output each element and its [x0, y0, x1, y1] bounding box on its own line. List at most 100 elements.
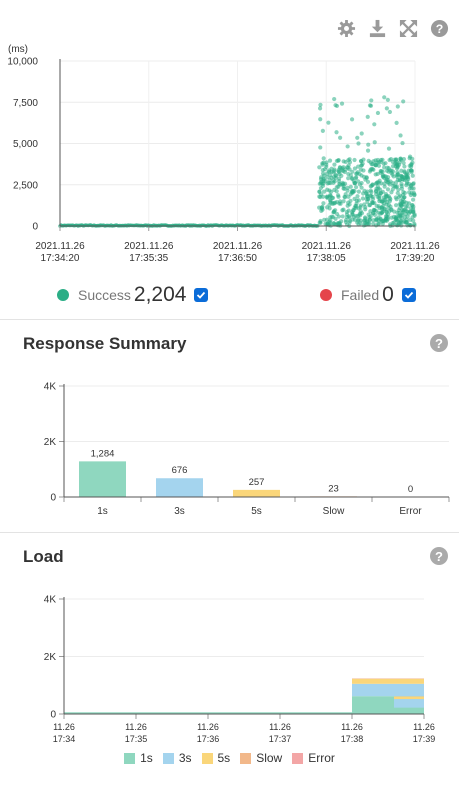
data-point	[321, 194, 326, 199]
y-tick-label: 2,500	[13, 180, 38, 191]
success-summary: Success 2,204	[57, 283, 209, 307]
data-point	[394, 197, 399, 202]
data-point	[379, 211, 384, 216]
area-segment	[280, 712, 352, 714]
x-tick-label: 11.26	[413, 722, 435, 732]
help-icon[interactable]: ?	[430, 547, 448, 565]
check-icon	[404, 291, 413, 299]
area-series	[352, 683, 424, 708]
legend-item[interactable]: Error	[292, 751, 335, 765]
x-tick-label: 11.26	[341, 722, 363, 732]
data-point	[336, 194, 341, 199]
data-point	[321, 156, 326, 161]
data-point	[329, 166, 334, 171]
data-point	[345, 188, 350, 193]
data-point	[352, 181, 357, 186]
data-point	[320, 204, 325, 209]
failed-checkbox[interactable]	[401, 288, 416, 302]
response-summary-bar-chart: 0 2K 4K 1,284 1s 676 3s 257 5s 23 Slow 0 Error	[44, 382, 450, 517]
x-tick-label: 2021.11.26	[390, 241, 440, 252]
data-point	[365, 114, 370, 119]
data-point	[385, 97, 390, 102]
data-point	[404, 181, 410, 186]
data-point	[390, 187, 395, 192]
data-point	[334, 185, 339, 190]
data-point	[383, 174, 389, 179]
data-point	[404, 171, 409, 176]
x-tick-label: 17:38:05	[307, 253, 346, 264]
load-legend: 1s 3s 5s Slow Error	[0, 751, 459, 765]
bar-value-label: 257	[249, 477, 265, 488]
scatter-summary: Success 2,204 Failed 0	[0, 283, 459, 311]
legend-item[interactable]: Slow	[240, 751, 282, 765]
bar	[79, 461, 126, 497]
area-series	[64, 696, 424, 714]
legend-item[interactable]: 1s	[124, 751, 153, 765]
data-point	[356, 198, 361, 203]
data-point	[367, 202, 373, 208]
data-point	[372, 140, 377, 145]
legend-item[interactable]: 3s	[162, 751, 192, 765]
data-point	[412, 192, 417, 197]
data-point	[323, 221, 328, 226]
x-tick-label: 17:38	[341, 734, 364, 744]
x-tick-label: 1s	[97, 506, 108, 517]
data-point	[320, 128, 325, 133]
data-point	[412, 213, 417, 218]
data-point	[390, 172, 395, 177]
download-icon[interactable]	[367, 18, 387, 38]
data-point	[332, 162, 337, 167]
failed-dot	[320, 289, 332, 301]
data-point	[380, 172, 385, 178]
help-icon[interactable]: ?	[429, 18, 449, 38]
section-divider	[0, 532, 459, 533]
data-point	[397, 160, 402, 165]
failed-summary: Failed 0	[320, 283, 416, 307]
x-tick-label: Error	[399, 506, 422, 517]
data-point	[320, 168, 325, 173]
data-point	[380, 157, 385, 162]
y-tick-label: 5,000	[13, 139, 38, 150]
data-point	[345, 144, 350, 149]
data-point	[317, 205, 322, 210]
data-point	[410, 173, 415, 178]
data-point	[318, 145, 323, 150]
data-point	[318, 220, 323, 225]
data-point	[338, 135, 343, 140]
area-segment	[394, 696, 424, 700]
data-point	[410, 197, 416, 202]
data-point	[401, 160, 406, 166]
bar-value-label: 676	[172, 465, 188, 476]
data-point	[363, 215, 368, 220]
success-checkbox[interactable]	[194, 288, 209, 302]
data-point	[382, 181, 387, 186]
data-point	[400, 140, 405, 146]
data-point	[348, 184, 353, 189]
data-point	[349, 188, 355, 194]
data-point	[342, 186, 347, 191]
data-point	[411, 218, 416, 223]
data-point	[369, 98, 374, 103]
data-point	[380, 218, 386, 224]
x-tick-label: 11.26	[125, 722, 147, 732]
data-point	[321, 201, 326, 206]
legend-label: Error	[308, 751, 335, 765]
data-point	[346, 176, 351, 181]
data-point	[368, 188, 373, 193]
data-point	[320, 162, 325, 167]
data-point	[319, 208, 324, 213]
legend-label: 5s	[217, 751, 231, 765]
x-tick-label: 17:37	[269, 734, 292, 744]
data-point	[318, 181, 323, 186]
help-icon[interactable]: ?	[430, 334, 448, 352]
data-point	[350, 169, 355, 174]
legend-item[interactable]: 5s	[201, 751, 231, 765]
y-tick-label: 0	[50, 710, 56, 721]
expand-icon[interactable]	[398, 18, 418, 38]
x-tick-label: 17:34:20	[41, 253, 80, 264]
data-point	[381, 161, 386, 166]
legend-label: 1s	[140, 751, 153, 765]
gear-icon[interactable]	[336, 18, 356, 38]
x-tick-label: 17:34	[53, 734, 76, 744]
data-point	[398, 202, 403, 207]
